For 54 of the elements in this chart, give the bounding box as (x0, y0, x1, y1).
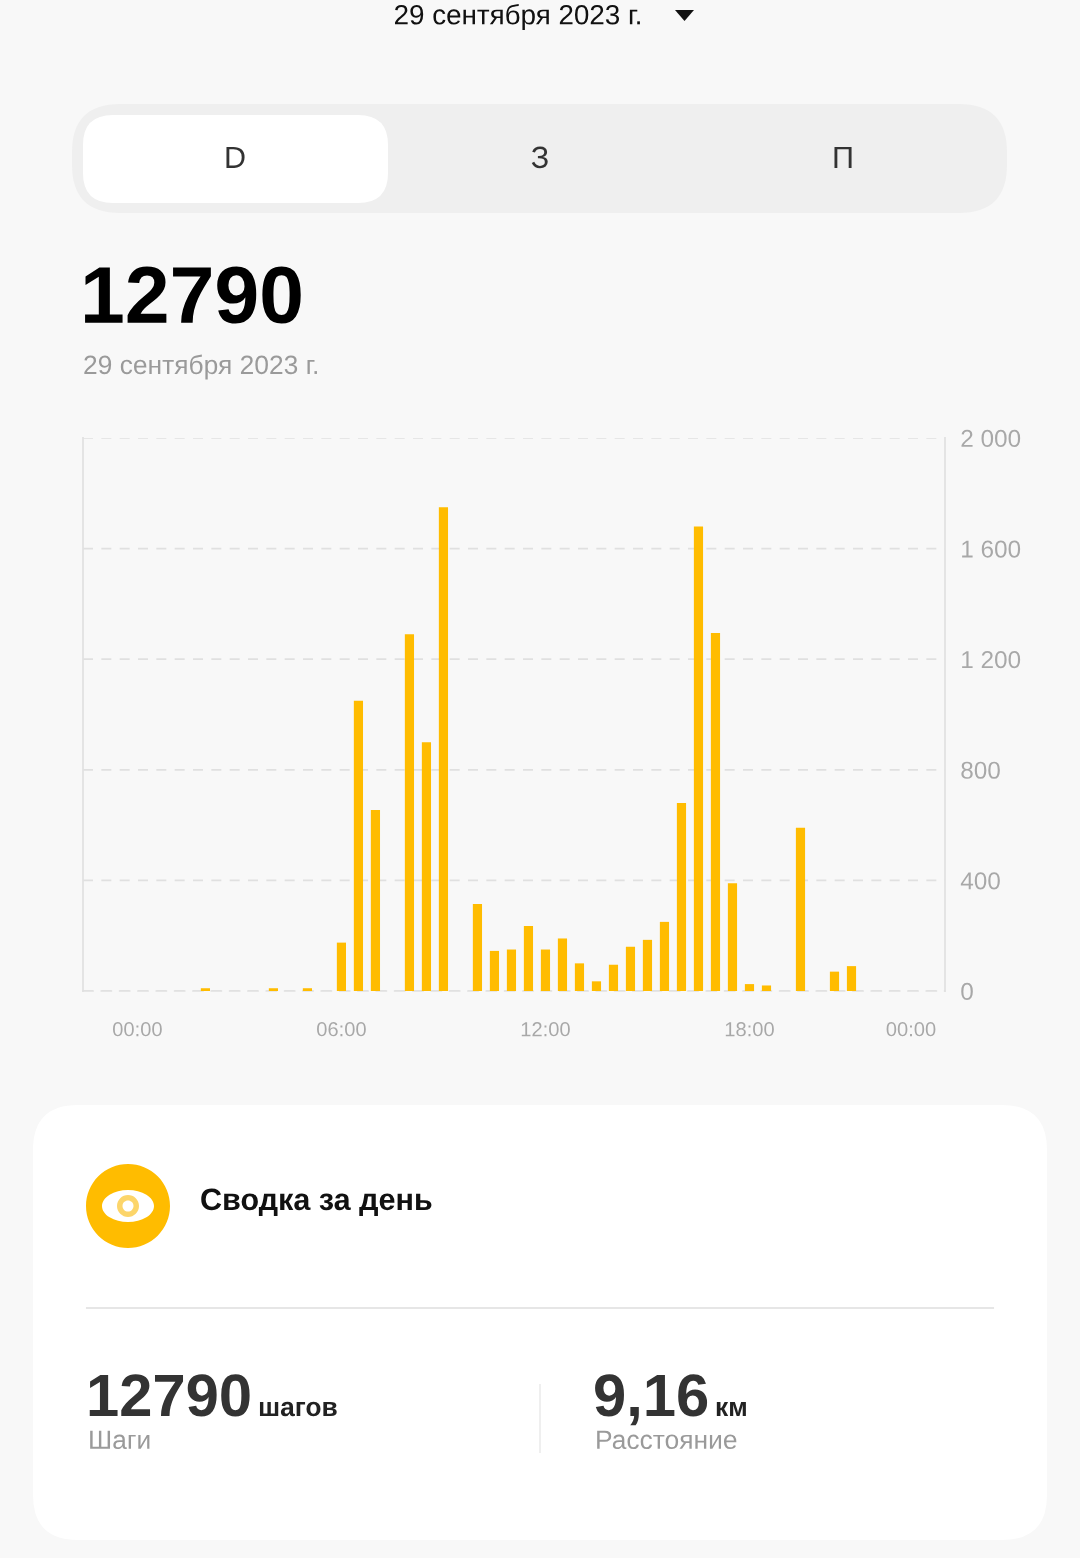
bar (676, 802, 687, 991)
bar (693, 526, 704, 991)
bar (659, 921, 670, 991)
text: Сводка за день (201, 1188, 432, 1216)
bar (472, 903, 483, 991)
x-tick-label: 00:00 (886, 1022, 936, 1037)
bar (846, 966, 857, 991)
y-tick-label: 0 (961, 982, 973, 1001)
text: км (716, 1402, 746, 1416)
y-tick-label: 800 (961, 761, 1000, 779)
text: 12790 (89, 1374, 250, 1417)
bar (727, 883, 738, 991)
bar (421, 742, 432, 991)
chart-subtitle: 29 сентября 2023 г. (84, 354, 317, 380)
text: Расстояние (597, 1430, 737, 1450)
text: 29 сентября 2023 г. (394, 3, 640, 31)
bar (761, 985, 772, 991)
text: D (226, 146, 245, 168)
bar (200, 988, 210, 991)
bar (710, 632, 721, 991)
bar (608, 964, 619, 991)
bar (506, 949, 517, 991)
x-tick-label: 18:00 (725, 1022, 774, 1037)
bar (404, 634, 415, 991)
bar (574, 963, 585, 991)
bar (438, 507, 449, 991)
bar (523, 926, 534, 991)
bar (302, 988, 313, 991)
bar (557, 938, 568, 991)
bar (353, 700, 364, 991)
bar (489, 950, 500, 991)
bar (336, 942, 347, 991)
text: З (531, 146, 548, 169)
bar (268, 988, 279, 991)
chart-title: 12790 (85, 266, 301, 324)
bar (370, 809, 381, 991)
text: 9,16 (595, 1374, 708, 1426)
bar (591, 981, 602, 991)
text: Шаги (90, 1430, 150, 1450)
bar (625, 946, 636, 991)
y-tick-label: 1 200 (962, 651, 1021, 669)
x-tick-label: 00:00 (113, 1022, 162, 1037)
y-tick-label: 400 (960, 872, 1000, 890)
text: шагов (259, 1401, 337, 1417)
bar (829, 971, 840, 991)
x-tick-label: 12:00 (521, 1022, 570, 1037)
y-tick-label: 1 600 (962, 540, 1021, 558)
bar (795, 827, 806, 991)
y-tick-label: 2 000 (961, 429, 1021, 448)
bar (540, 949, 551, 991)
bar (744, 984, 755, 991)
bar (642, 939, 653, 991)
text: П (834, 146, 852, 168)
x-tick-label: 06:00 (317, 1022, 366, 1037)
